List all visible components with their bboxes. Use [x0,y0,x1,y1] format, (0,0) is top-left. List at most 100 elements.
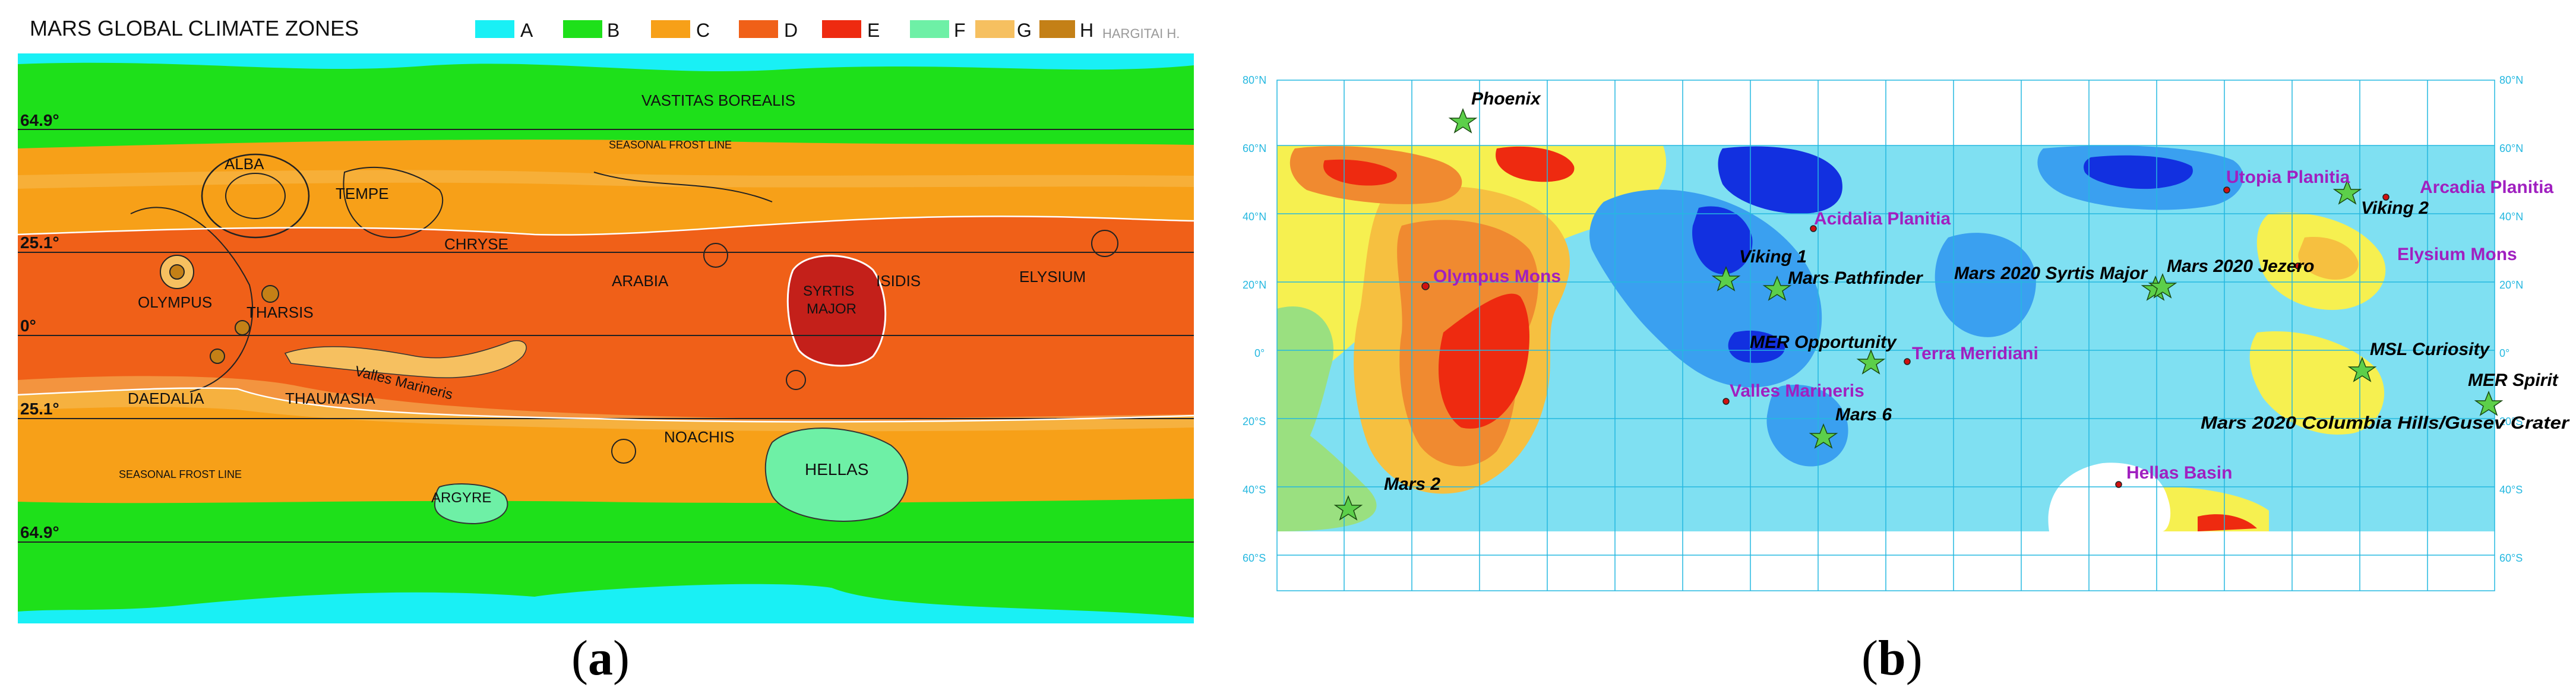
climate-map [17,53,1194,623]
label-mer-spirit: MER Spirit [2468,370,2559,390]
place-syrtis: SYRTIS [803,283,854,299]
star-mars-2 [1333,495,1363,521]
place-arabia: ARABIA [612,272,669,290]
lat-tick-right-40n: 40°N [2499,211,2523,223]
label-arcadia-planitia: Arcadia Planitia [2420,178,2553,197]
lat-tick-left-40s: 40°S [1243,484,1266,496]
star-mars-6 [1809,423,1838,449]
legend-swatch-e [822,20,861,38]
label-olympus-mons: Olympus Mons [1433,267,1561,286]
star-viking-1 [1711,265,1741,292]
star-viking-2 [2332,179,2362,205]
legend-swatch-c [651,20,690,38]
lat-tick-left-20s: 20°S [1243,416,1266,427]
legend-label-a: A [520,20,533,41]
lat-tick-right-0: 0° [2499,347,2509,359]
place-elysium: ELYSIUM [1019,268,1086,286]
marker-utopia-planitia [2223,186,2230,194]
label-mer-opportunity: MER Opportunity [1750,332,1897,352]
caption-b: (b) [1861,631,1923,686]
lat-tick-right-20n: 20°N [2499,279,2523,291]
label-columbia-hills: Mars 2020 Columbia Hills/Gusev Crater [2201,413,2571,433]
legend-label-b: B [607,20,619,41]
lat-tick-right-60n: 60°N [2499,142,2523,154]
place-tharsis: THARSIS [246,303,314,321]
lat-tick-left-60s: 60°S [1243,552,1266,564]
label-jezero: Mars 2020 Jezero [2167,256,2315,276]
label-terra-meridiani: Terra Meridiani [1912,344,2038,363]
place-olympus: OLYMPUS [138,293,212,311]
lat-tick-right-60s: 60°S [2499,552,2523,564]
marker-hellas-basin [2115,481,2122,488]
label-syrtis-major: Mars 2020 Syrtis Major [1954,264,2148,283]
legend-label-h: H [1080,20,1093,41]
label-viking-1: Viking 1 [1739,247,1807,267]
panel-a-title: MARS GLOBAL CLIMATE ZONES [30,16,359,40]
lat-label-5: 64.9° [20,523,59,541]
place-isidis: ISIDIS [876,272,921,290]
place-chryse: CHRYSE [444,235,508,253]
lat-tick-left-80n: 80°N [1243,74,1266,86]
star-mer-opportunity [1856,349,1886,375]
legend-label-g: G [1017,20,1032,41]
legend-swatch-a [475,20,514,38]
label-mars-2: Mars 2 [1384,474,1440,494]
label-phoenix: Phoenix [1471,89,1541,109]
star-jezero [2148,273,2177,299]
label-acidalia-planitia: Acidalia Planitia [1814,209,1951,229]
place-alba: ALBA [225,155,264,173]
label-viking-2: Viking 2 [2361,198,2429,218]
lat-tick-left-20n: 20°N [1243,279,1266,291]
place-seasonal-frost-north: SEASONAL FROST LINE [609,139,732,151]
label-msl-curiosity: MSL Curiosity [2370,340,2490,359]
legend-swatch-f [910,20,949,38]
place-tempe: TEMPE [336,185,389,202]
credit-text: HARGITAI H. [1102,26,1180,41]
landing-site-markers [1333,107,2504,521]
lat-tick-right-20s: 20°S [2499,416,2523,427]
marker-acidalia-planitia [1810,225,1817,232]
marker-elysium-mons [2294,262,2302,270]
lat-lon-grid [1276,80,2495,591]
star-mer-spirit [2474,390,2504,416]
lat-label-3: 0° [20,316,36,335]
legend-swatch-g [975,20,1014,38]
place-thaumasia: THAUMASIA [285,389,375,407]
place-vastitas-borealis: VASTITAS BOREALIS [641,91,795,109]
star-mars-pathfinder [1762,275,1792,301]
lat-tick-left-60n: 60°N [1243,142,1266,154]
place-argyre: ARGYRE [431,490,491,506]
caption-a: (a) [571,631,630,686]
lat-label-4: 25.1° [20,400,59,418]
label-elysium-mons: Elysium Mons [2397,245,2517,264]
marker-arcadia-planitia [2382,194,2389,201]
label-valles-marineris: Valles Marineris [1730,381,1864,401]
panel-a: MARS GLOBAL CLIMATE ZONES A B C D E F G … [17,16,1194,623]
star-msl-curiosity [2347,356,2377,382]
lat-tick-left-0: 0° [1254,347,1265,359]
place-hellas: HELLAS [805,460,868,479]
marker-terra-meridiani [1904,358,1911,365]
place-seasonal-frost-south: SEASONAL FROST LINE [119,468,242,480]
star-phoenix [1448,107,1478,134]
panel-b: 80°N 60°N 40°N 20°N 0° 20°S 40°S 60°S 80… [1243,74,2571,591]
lat-tick-right-40s: 40°S [2499,484,2523,496]
place-daedalia: DAEDALIA [128,389,204,407]
label-hellas-basin: Hellas Basin [2126,463,2232,483]
marker-olympus-mons [1421,282,1430,290]
legend-label-d: D [784,20,798,41]
legend-swatch-b [563,20,602,38]
feature-markers [1421,186,2389,488]
legend-swatch-d [739,20,778,38]
legend-label-e: E [867,20,880,41]
label-utopia-planitia: Utopia Planitia [2226,167,2350,187]
marker-valles-marineris [1722,398,1730,405]
place-major: MAJOR [807,301,856,317]
legend-swatch-h [1039,20,1075,38]
lat-tick-right-80n: 80°N [2499,74,2523,86]
place-noachis: NOACHIS [664,428,734,446]
label-mars-pathfinder: Mars Pathfinder [1788,268,1924,288]
climate-legend: A B C D E F G H HARGITAI H. [475,20,1180,41]
label-mars-6: Mars 6 [1835,405,1892,425]
lat-label-2: 25.1° [20,233,59,252]
